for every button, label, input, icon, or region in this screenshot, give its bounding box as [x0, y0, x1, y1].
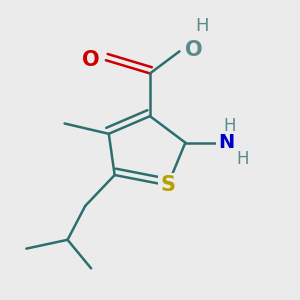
Text: H: H	[195, 17, 208, 35]
Text: H: H	[236, 150, 249, 168]
Text: O: O	[82, 50, 100, 70]
Text: N: N	[218, 133, 235, 152]
Text: H: H	[223, 117, 236, 135]
Text: O: O	[185, 40, 203, 60]
Text: S: S	[160, 175, 175, 195]
